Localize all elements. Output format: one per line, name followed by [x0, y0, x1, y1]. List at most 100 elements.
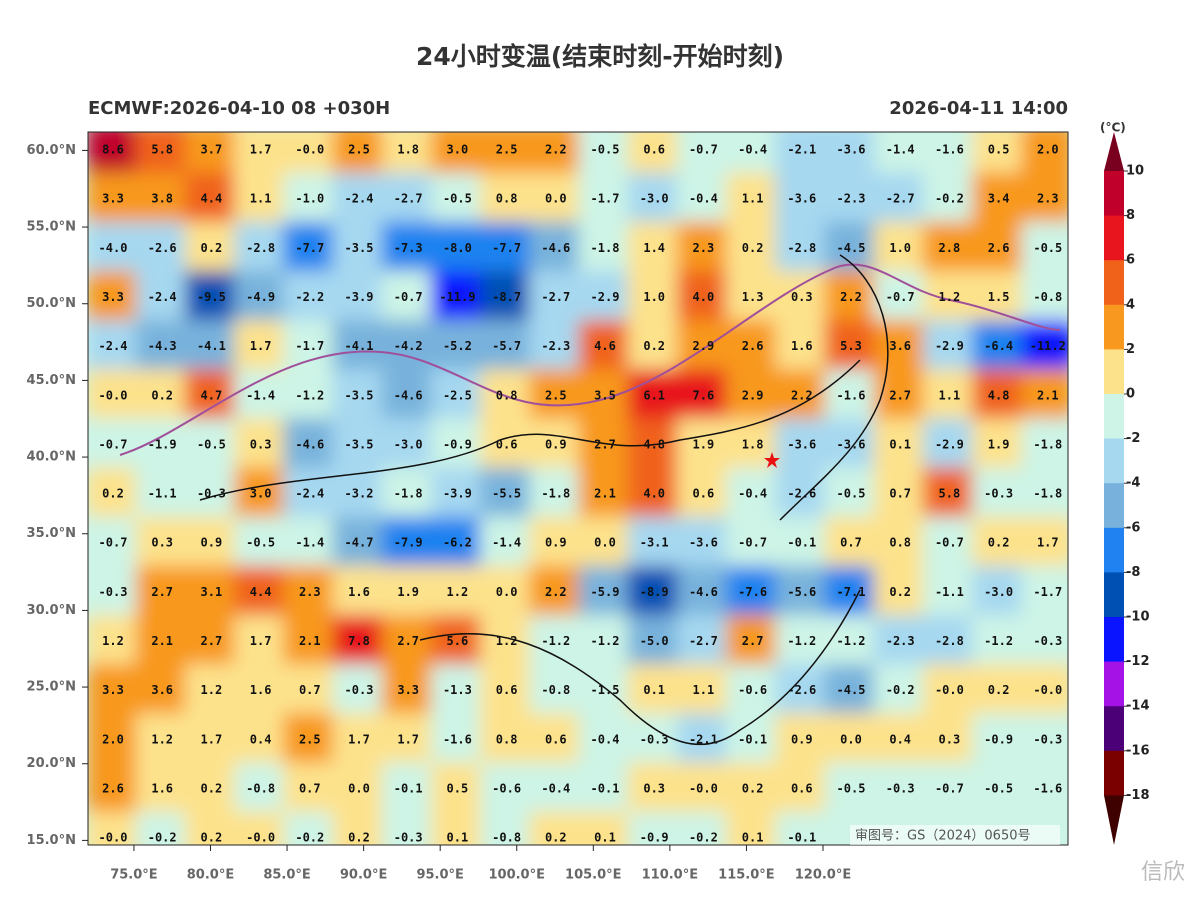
field-cell — [627, 565, 681, 619]
grid-value: -1.4 — [295, 536, 324, 550]
field-cell — [234, 565, 288, 619]
field-cell — [972, 270, 1026, 325]
field-cell — [184, 320, 238, 374]
grid-value: -0.5 — [591, 143, 620, 157]
grid-value: -0.1 — [787, 536, 816, 550]
grid-value: 2.7 — [889, 388, 911, 402]
field-cell — [578, 762, 632, 816]
grid-value: -2.4 — [345, 192, 374, 206]
field-cell — [972, 614, 1026, 669]
field-cell — [430, 614, 484, 669]
colorbar-segment — [1104, 260, 1124, 306]
grid-value: -3.6 — [837, 437, 866, 451]
colorbar-label: -8 — [1126, 565, 1140, 580]
grid-value: 3.3 — [102, 290, 124, 304]
grid-value: -7.7 — [295, 241, 324, 255]
field-cell — [824, 132, 878, 177]
grid-value: -1.3 — [443, 683, 472, 697]
field-cell — [775, 418, 829, 472]
grid-value: 0.0 — [496, 585, 518, 599]
colorbar-label: 4 — [1126, 297, 1135, 312]
grid-value: -0.4 — [738, 487, 767, 501]
grid-value: 2.6 — [742, 339, 764, 353]
grid-value: -0.6 — [492, 781, 521, 795]
field-cell — [726, 467, 780, 521]
grid-value: -1.2 — [591, 634, 620, 648]
field-cell — [381, 664, 435, 718]
colorbar-segment — [1104, 750, 1124, 796]
grid-value: -3.9 — [345, 290, 374, 304]
grid-value: 1.6 — [791, 339, 813, 353]
field-cell — [529, 270, 583, 325]
y-tick-label: 60.0°N — [27, 143, 76, 158]
field-cell — [824, 172, 878, 226]
field-cell — [88, 565, 140, 619]
grid-value: -1.2 — [787, 634, 816, 648]
grid-value: 3.8 — [151, 192, 173, 206]
field-cell — [529, 369, 583, 423]
field-cell — [430, 811, 484, 845]
field-cell — [234, 762, 288, 816]
grid-value: -0.7 — [935, 781, 964, 795]
grid-value: 0.7 — [840, 536, 862, 550]
grid-value: -5.7 — [492, 339, 521, 353]
grid-value: -2.3 — [541, 339, 570, 353]
grid-value: 2.5 — [348, 143, 370, 157]
field-cell — [578, 467, 632, 521]
x-tick-label: 120.0°E — [795, 868, 852, 883]
grid-value: -4.6 — [295, 437, 324, 451]
grid-value: -0.7 — [394, 290, 423, 304]
field-cell — [480, 172, 534, 226]
grid-value: -2.1 — [787, 143, 816, 157]
grid-value: 1.7 — [250, 339, 272, 353]
field-cell — [332, 565, 386, 619]
grid-value: 3.3 — [102, 683, 124, 697]
field-cell — [381, 516, 435, 570]
grid-value: -2.9 — [591, 290, 620, 304]
grid-value: 4.4 — [201, 192, 223, 206]
grid-value: -1.2 — [295, 388, 324, 402]
field-cell — [1021, 664, 1068, 718]
field-cell — [529, 811, 583, 845]
field-cell — [135, 811, 189, 845]
grid-value: 3.7 — [201, 143, 223, 157]
grid-value: 0.5 — [988, 143, 1010, 157]
field-cell — [234, 811, 288, 845]
grid-value: 2.7 — [397, 634, 419, 648]
field-cell — [135, 713, 189, 767]
grid-value: -0.3 — [99, 585, 128, 599]
grid-value: -1.7 — [1033, 585, 1062, 599]
grid-value: -7.6 — [738, 585, 767, 599]
field-cell — [430, 418, 484, 472]
field-cell — [184, 811, 238, 845]
field-cell — [972, 418, 1026, 472]
grid-value: -3.5 — [345, 388, 374, 402]
field-cell — [381, 418, 435, 472]
grid-value: -0.0 — [935, 683, 964, 697]
field-cell — [480, 270, 534, 325]
field-cell — [922, 270, 976, 325]
field-cell — [135, 467, 189, 521]
field-cell — [775, 132, 829, 177]
grid-value: -0.5 — [443, 192, 472, 206]
grid-value: -5.0 — [640, 634, 669, 648]
field-cell — [88, 762, 140, 816]
grid-value: 0.9 — [545, 536, 567, 550]
field-cell — [283, 369, 337, 423]
grid-value: 2.9 — [693, 339, 715, 353]
grid-value: 0.1 — [643, 683, 665, 697]
field-cell — [824, 713, 878, 767]
grid-value: 1.2 — [102, 634, 124, 648]
field-cell — [430, 369, 484, 423]
grid-value: -0.2 — [148, 831, 177, 845]
grid-value: -4.6 — [394, 388, 423, 402]
field-cell — [1021, 270, 1068, 325]
field-cell — [676, 172, 730, 226]
field-cell — [381, 565, 435, 619]
grid-value: -0.5 — [246, 536, 275, 550]
field-cell — [381, 221, 435, 275]
field-cell — [283, 811, 337, 845]
grid-value: 1.1 — [250, 192, 272, 206]
colorbar-label: -14 — [1126, 699, 1150, 714]
field-cell — [430, 664, 484, 718]
